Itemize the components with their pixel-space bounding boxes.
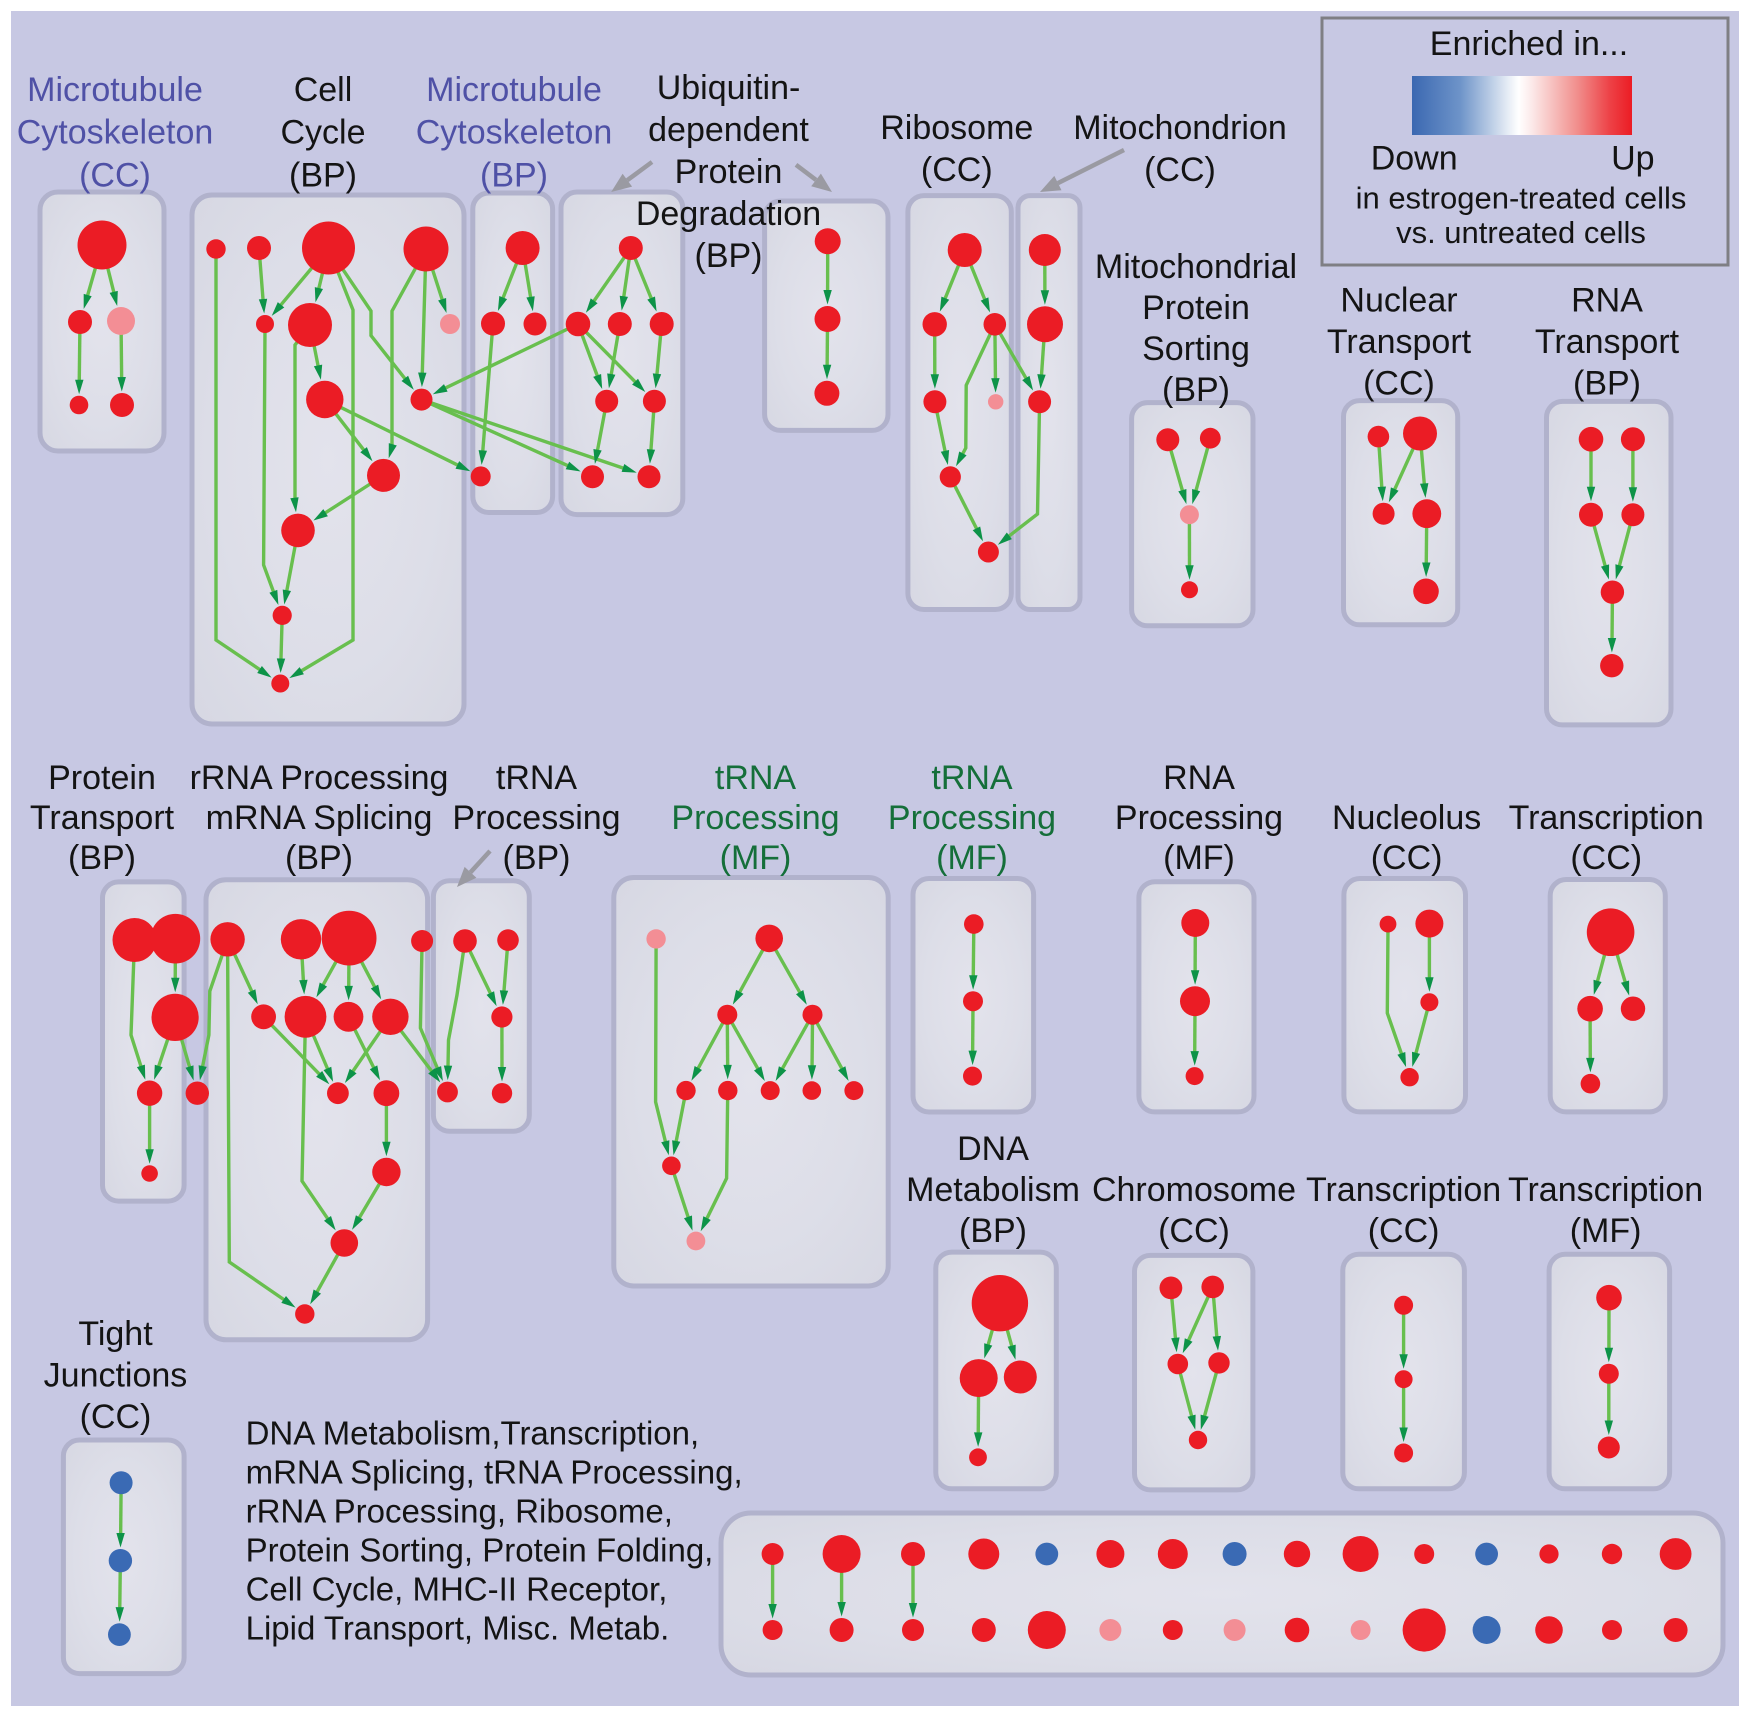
svg-text:(CC): (CC) (1371, 839, 1443, 877)
svg-text:Cytoskeleton: Cytoskeleton (416, 114, 613, 152)
svg-text:Ribosome: Ribosome (880, 109, 1033, 147)
svg-text:(BP): (BP) (503, 839, 571, 877)
svg-text:(BP): (BP) (1573, 365, 1641, 403)
svg-text:mRNA Splicing, tRNA Processing: mRNA Splicing, tRNA Processing, (246, 1453, 743, 1490)
svg-text:Transport: Transport (30, 799, 175, 837)
svg-text:(CC): (CC) (1144, 151, 1216, 189)
svg-text:tRNA: tRNA (931, 759, 1013, 797)
svg-text:Cell: Cell (294, 71, 353, 109)
svg-text:(BP): (BP) (1162, 371, 1230, 409)
svg-text:Protein: Protein (48, 759, 156, 797)
svg-text:(BP): (BP) (480, 157, 548, 195)
svg-text:Up: Up (1611, 140, 1654, 178)
svg-text:Transcription: Transcription (1306, 1171, 1501, 1209)
svg-text:tRNA: tRNA (715, 759, 797, 797)
svg-text:DNA Metabolism,Transcription,: DNA Metabolism,Transcription, (246, 1414, 700, 1451)
svg-text:(CC): (CC) (1363, 365, 1435, 403)
svg-text:(MF): (MF) (720, 839, 792, 877)
svg-text:Microtubule: Microtubule (27, 71, 203, 109)
svg-text:Mitochondrion: Mitochondrion (1073, 109, 1287, 147)
svg-text:Microtubule: Microtubule (426, 71, 602, 109)
svg-text:RNA: RNA (1571, 282, 1643, 320)
svg-text:(MF): (MF) (1570, 1212, 1642, 1250)
svg-text:Transport: Transport (1535, 323, 1680, 361)
svg-text:(CC): (CC) (1158, 1212, 1230, 1250)
svg-text:Transcription: Transcription (1508, 1171, 1703, 1209)
svg-text:(BP): (BP) (959, 1212, 1027, 1250)
svg-text:(CC): (CC) (79, 157, 151, 195)
svg-text:Processing: Processing (452, 799, 620, 837)
svg-text:Processing: Processing (1115, 799, 1283, 837)
svg-text:vs. untreated cells: vs. untreated cells (1396, 215, 1646, 250)
svg-text:Processing: Processing (671, 799, 839, 837)
svg-text:(MF): (MF) (1163, 839, 1235, 877)
svg-text:Cytoskeleton: Cytoskeleton (17, 114, 214, 152)
svg-text:Metabolism: Metabolism (906, 1171, 1080, 1209)
svg-text:rRNA Processing, Ribosome,: rRNA Processing, Ribosome, (246, 1492, 673, 1529)
svg-text:dependent: dependent (648, 111, 809, 149)
svg-text:Sorting: Sorting (1142, 330, 1250, 368)
svg-text:in estrogen-treated cells: in estrogen-treated cells (1356, 180, 1687, 215)
svg-text:(BP): (BP) (68, 839, 136, 877)
svg-text:rRNA Processing: rRNA Processing (190, 759, 449, 797)
svg-text:(CC): (CC) (1368, 1212, 1440, 1250)
svg-text:Enriched in...: Enriched in... (1430, 25, 1628, 63)
svg-text:Protein: Protein (675, 153, 783, 191)
svg-text:Nuclear: Nuclear (1340, 282, 1457, 320)
svg-text:(BP): (BP) (285, 839, 353, 877)
svg-text:Tight: Tight (78, 1315, 153, 1353)
svg-text:Protein Sorting, Protein Foldi: Protein Sorting, Protein Folding, (246, 1532, 714, 1569)
svg-text:Down: Down (1371, 140, 1458, 178)
svg-text:Protein: Protein (1142, 289, 1250, 327)
svg-text:(CC): (CC) (80, 1398, 152, 1436)
svg-text:DNA: DNA (957, 1130, 1029, 1168)
svg-text:Junctions: Junctions (44, 1357, 188, 1395)
svg-text:tRNA: tRNA (496, 759, 578, 797)
svg-text:(CC): (CC) (1570, 839, 1642, 877)
svg-text:Chromosome: Chromosome (1092, 1171, 1296, 1209)
svg-text:Mitochondrial: Mitochondrial (1095, 248, 1297, 286)
svg-text:(CC): (CC) (921, 151, 993, 189)
svg-text:Lipid Transport, Misc. Metab.: Lipid Transport, Misc. Metab. (246, 1610, 670, 1647)
svg-text:Cycle: Cycle (280, 114, 365, 152)
svg-text:Transport: Transport (1327, 323, 1472, 361)
svg-text:mRNA Splicing: mRNA Splicing (206, 799, 433, 837)
svg-text:Ubiquitin-: Ubiquitin- (657, 69, 801, 107)
svg-text:(MF): (MF) (936, 839, 1008, 877)
svg-text:RNA: RNA (1163, 759, 1235, 797)
svg-text:Cell Cycle, MHC-II Receptor,: Cell Cycle, MHC-II Receptor, (246, 1571, 668, 1608)
svg-text:(BP): (BP) (289, 157, 357, 195)
svg-text:Nucleolus: Nucleolus (1332, 799, 1481, 837)
svg-text:Processing: Processing (888, 799, 1056, 837)
svg-text:(BP): (BP) (695, 237, 763, 275)
svg-text:Transcription: Transcription (1509, 799, 1704, 837)
svg-text:Degradation: Degradation (636, 195, 821, 233)
